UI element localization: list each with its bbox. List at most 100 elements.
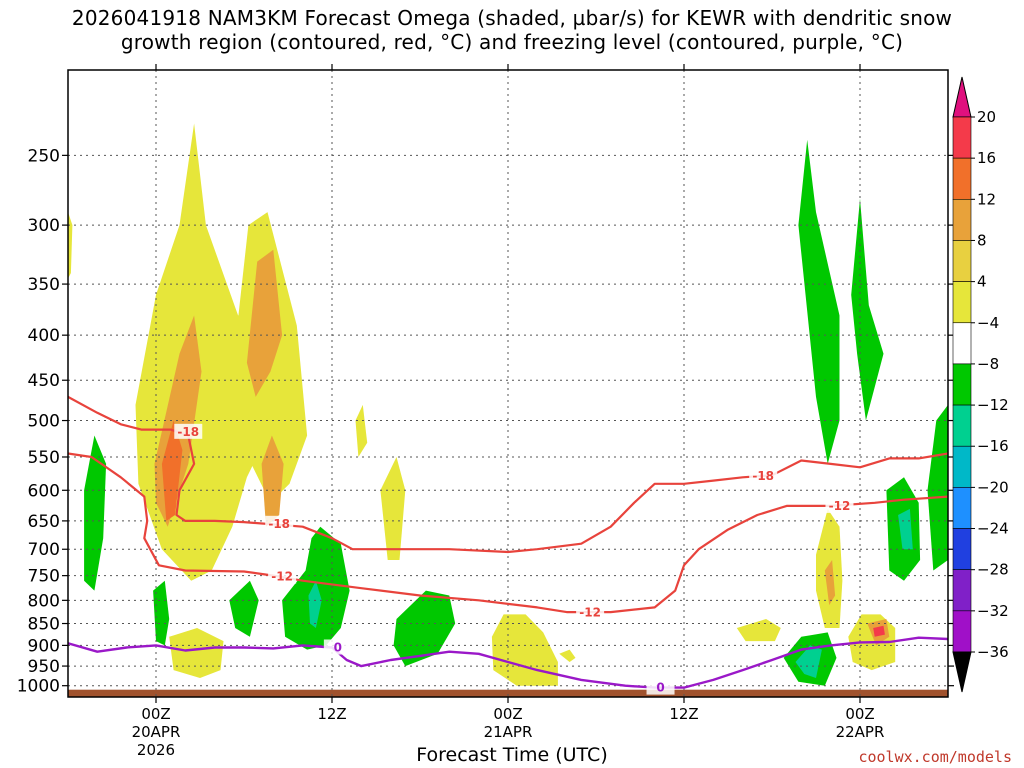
colorbar-swatch <box>952 281 972 324</box>
omega-region-0 <box>68 212 73 279</box>
omega-region-5 <box>261 435 284 527</box>
omega-region-28 <box>927 404 948 571</box>
x-tick-label: 00Z <box>845 705 874 723</box>
chart-title-line2: growth region (contoured, red, °C) and f… <box>120 30 904 54</box>
colorbar-swatch <box>952 569 972 612</box>
omega-region-19 <box>153 580 170 646</box>
colorbar-label: 20 <box>977 108 996 126</box>
colorbar-label: 8 <box>977 231 987 249</box>
omega-region-7 <box>169 628 224 678</box>
colorbar-label: −28 <box>977 561 1009 579</box>
plot-area: -18 -18 -18 -12 -12 -12 0 0 <box>68 70 948 697</box>
omega-region-20 <box>229 580 259 637</box>
contour-label-bg <box>174 423 203 439</box>
y-tick-label: 400 <box>28 326 60 346</box>
colorbar-swatch <box>952 363 972 406</box>
contour-label: -18 <box>177 425 199 439</box>
contour-label: -18 <box>268 517 290 531</box>
y-tick-label: 950 <box>28 657 60 677</box>
y-tick-label: 600 <box>28 481 60 501</box>
colorbar-swatch <box>952 322 972 365</box>
contour-label: -12 <box>271 570 293 584</box>
colorbar-label: −4 <box>977 314 999 332</box>
contour-label-bg <box>646 679 675 695</box>
colorbar-label: −36 <box>977 643 1009 661</box>
omega-region-4 <box>246 249 283 397</box>
y-tick-label: 300 <box>28 216 60 236</box>
omega-region-27 <box>898 508 913 550</box>
contour-label: 0 <box>334 641 342 655</box>
omega-region-23 <box>393 590 456 667</box>
contour-label: 0 <box>656 681 664 695</box>
colorbar-swatch <box>952 404 972 447</box>
x-tick-label: 22APR <box>836 723 885 741</box>
contour-label-bg <box>265 515 294 531</box>
y-tick-label: 700 <box>28 540 60 560</box>
colorbar-swatch <box>952 610 972 653</box>
colorbar-label: 4 <box>977 273 987 291</box>
y-tick-label: 1000 <box>17 677 60 697</box>
x-tick-label: 20APR <box>132 723 181 741</box>
omega-region-9 <box>380 457 406 560</box>
x-tick-label: 12Z <box>669 705 698 723</box>
colorbar-label: −16 <box>977 437 1009 455</box>
y-tick-label: 500 <box>28 412 60 432</box>
omega-region-12 <box>736 619 781 642</box>
x-tick-label: 12Z <box>317 705 346 723</box>
y-tick-label: 550 <box>28 448 60 468</box>
contour-label-bg <box>323 639 352 655</box>
y-tick-label: 250 <box>28 146 60 166</box>
colorbar-label: 12 <box>977 190 996 208</box>
colorbar-top-arrow <box>952 76 972 118</box>
colorbar-swatch <box>952 116 972 159</box>
colorbar-swatch <box>952 199 972 241</box>
omega-region-18 <box>84 435 107 591</box>
colorbar-label: −8 <box>977 355 999 373</box>
omega-region-11 <box>559 649 576 662</box>
contour-label: -18 <box>752 469 774 483</box>
y-tick-label: 900 <box>28 636 60 656</box>
omega-region-30 <box>795 645 822 678</box>
y-tick-label: 800 <box>28 591 60 611</box>
x-tick-label: 00Z <box>493 705 522 723</box>
omega-region-6 <box>161 420 183 521</box>
x-tick-label: 2026 <box>137 741 175 759</box>
dgz-contour-minus12 <box>68 452 948 614</box>
omega-region-24 <box>798 139 840 464</box>
chart-title: 2026041918 NAM3KM Forecast Omega (shaded… <box>0 6 1024 54</box>
credit-text[interactable]: coolwx.com/models <box>858 748 1012 766</box>
x-axis-title: Forecast Time (UTC) <box>416 744 608 766</box>
y-tick-label: 750 <box>28 567 60 587</box>
contour-label-bg <box>576 604 605 620</box>
y-tick-label: 850 <box>28 615 60 635</box>
colorbar-swatch <box>952 528 972 570</box>
contour-label-bg <box>268 568 297 584</box>
omega-region-22 <box>308 580 322 628</box>
dgz-contour-minus18 <box>68 395 948 554</box>
colorbar-swatch <box>952 487 972 529</box>
contour-label-bg <box>825 497 854 513</box>
colorbar-label: −32 <box>977 602 1009 620</box>
omega-region-10 <box>491 614 558 686</box>
terrain-strip <box>68 689 948 697</box>
omega-region-17 <box>873 625 885 637</box>
omega-region-14 <box>824 560 836 606</box>
chart-title-line1: 2026041918 NAM3KM Forecast Omega (shaded… <box>71 6 953 30</box>
colorbar-swatch <box>952 240 972 282</box>
contour-label: -12 <box>579 606 601 620</box>
contour-label-bg <box>749 467 778 483</box>
contour-label: -12 <box>829 499 851 513</box>
colorbar-label: −24 <box>977 520 1009 538</box>
y-tick-label: 450 <box>28 371 60 391</box>
omega-region-8 <box>355 404 368 457</box>
colorbar: 20 16 12 8 4 −4 −8 −12 −16 −20 −24 −28 −32 −36 <box>952 76 1009 693</box>
colorbar-swatch <box>952 445 972 488</box>
y-tick-label: 350 <box>28 275 60 295</box>
y-tick-label: 650 <box>28 512 60 532</box>
colorbar-bottom-arrow <box>952 651 972 693</box>
x-tick-label: 00Z <box>141 705 170 723</box>
colorbar-label: 16 <box>977 149 996 167</box>
colorbar-label: −20 <box>977 478 1009 496</box>
omega-region-25 <box>851 198 884 421</box>
